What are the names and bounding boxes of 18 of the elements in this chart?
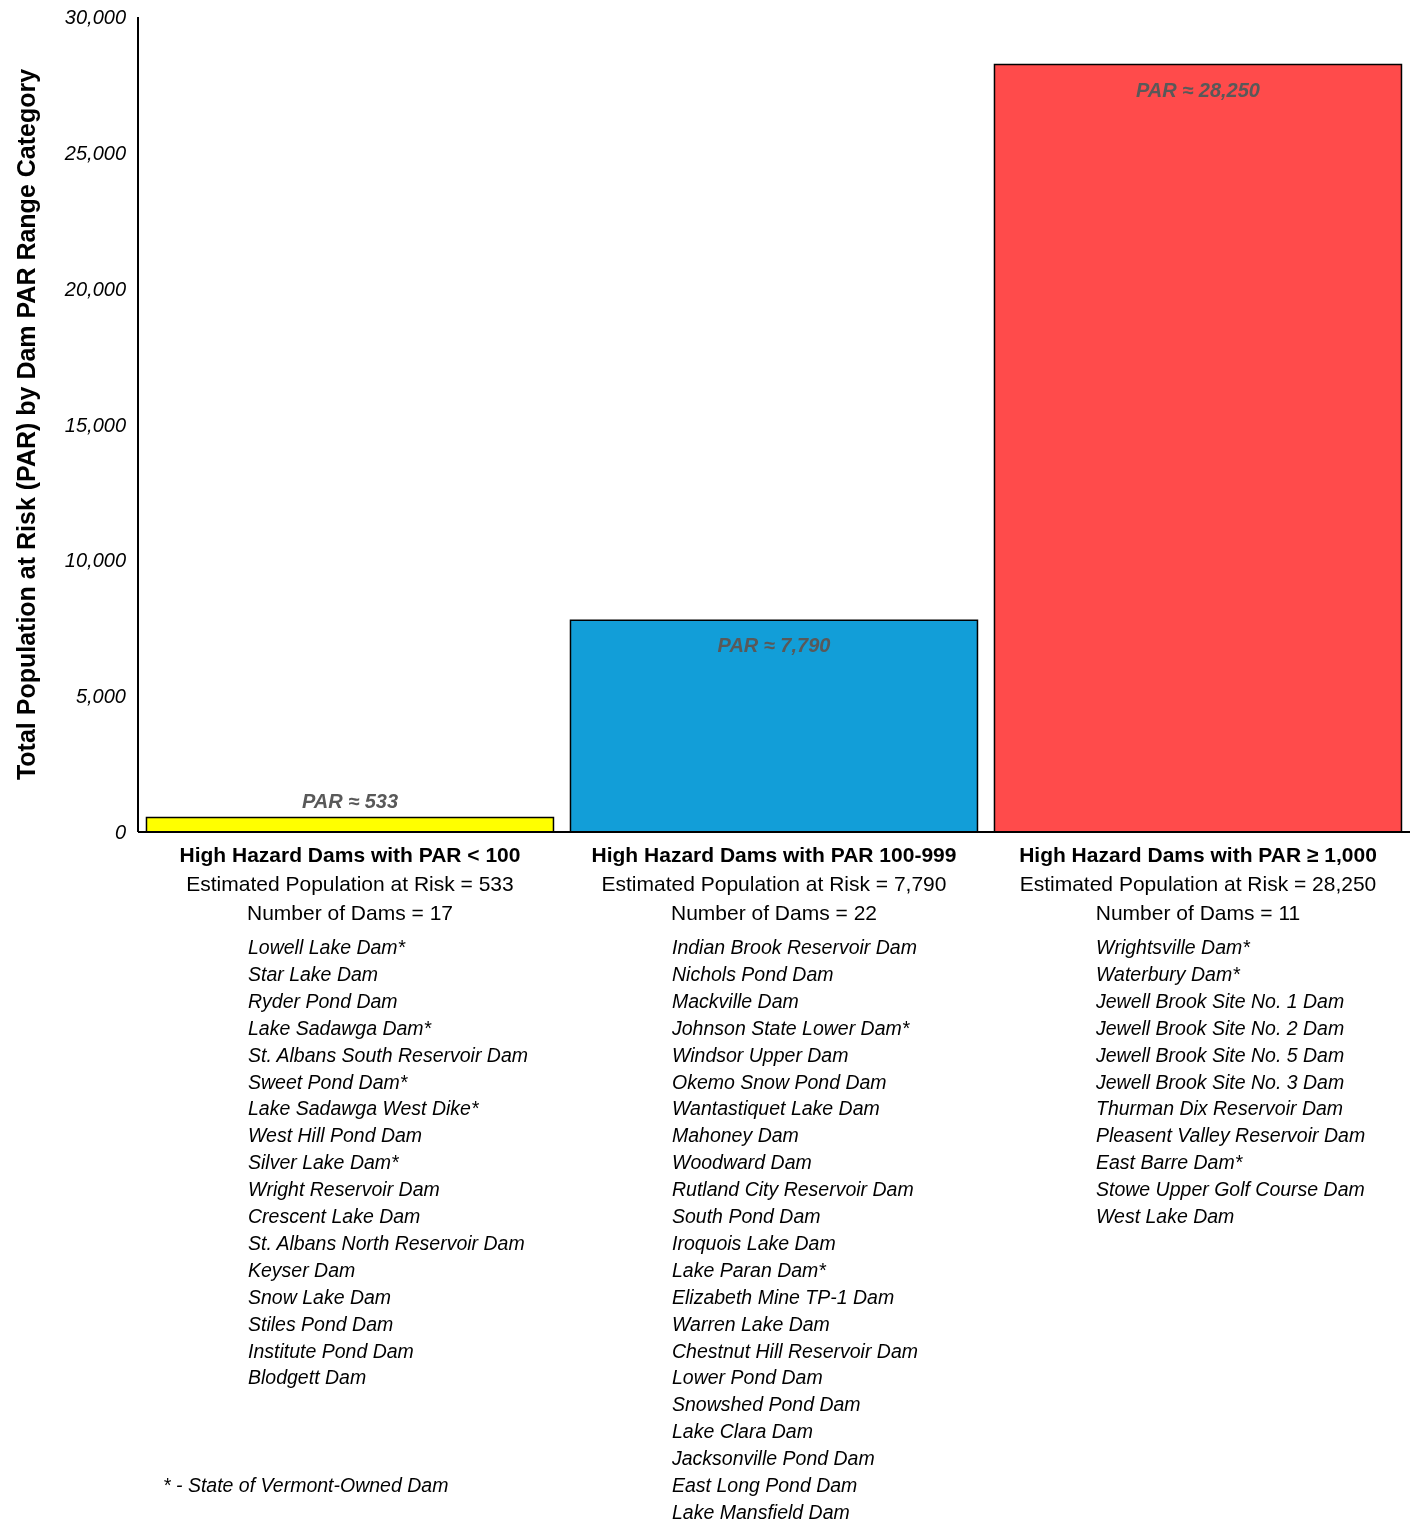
x-tick-label: High Hazard Dams with PAR < 100 Estimated Population at Risk = 533 Number of Dams = 17 — [179, 843, 521, 924]
x-tick-label: High Hazard Dams with PAR ≥ 1,000 Estimated Population at Risk = 28,250 Number of Dams = 11 — [1019, 843, 1377, 924]
y-tick-label: 0 — [114, 821, 126, 843]
y-axis-title: Total Population at Risk (PAR) by Dam PAR Range Category — [11, 68, 40, 781]
text: Wrightsville Dam* Waterbury Dam* Jewell Brook Site No. 1 Dam Jewell Brook Site No. 2 Dam Jewell Brook Site No. 5 Dam Jewell Brook Site No. 3 Dam Thurman Dix Reservoir Dam Pleasent Valley Reservoir Dam East Barre Dam* Stowe Upper Golf Course Dam West Lake Dam — [1096, 936, 1366, 1227]
text: Indian Brook Reservoir Dam Nichols Pond Dam Mackville Dam Johnson State Lower Dam* Windsor Upper Dam Okemo Snow Pond Dam Wantastiquet Lake Dam Mahoney Dam Woodward Dam Rutland City Reservoir Dam South Pond Dam Iroquois Lake Dam Lake Paran Dam* Elizabeth Mine TP-1 Dam Warren Lake Dam Chestnut Hill Reservoir Dam Lower Pond Dam Snowshed Pond Dam Lake Clara Dam Jacksonville Pond Dam East Long Pond Dam Lake Mansfield Dam — [672, 936, 918, 1523]
data-label: PAR ≈ 7,790 — [717, 634, 831, 657]
data-label: PAR ≈ 533 — [301, 789, 399, 812]
data-label: PAR ≈ 28,250 — [1135, 78, 1260, 101]
y-tick-label: 20,000 — [63, 277, 126, 300]
text: * - State of Vermont-Owned Dam — [163, 1474, 449, 1497]
y-tick-label: 10,000 — [64, 549, 126, 572]
y-tick-label: 15,000 — [64, 413, 126, 436]
y-tick-label: 25,000 — [63, 141, 126, 164]
text: Lowell Lake Dam* Star Lake Dam Ryder Pond Dam Lake Sadawga Dam* St. Albans South Reservoir Dam Sweet Pond Dam* Lake Sadawga West Dike* West Hill Pond Dam Silver Lake Dam* Wright Reservoir Dam Crescent Lake Dam St. Albans North Reservoir Dam Keyser Dam Snow Lake Dam Stiles Pond Dam Institute Pond Dam Blodgett Dam — [248, 936, 528, 1389]
x-tick-label: High Hazard Dams with PAR 100-999 Estimated Population at Risk = 7,790 Number of Dams = 22 — [591, 843, 957, 924]
y-tick-label: 5,000 — [75, 685, 126, 708]
y-tick-label: 30,000 — [64, 6, 126, 28]
